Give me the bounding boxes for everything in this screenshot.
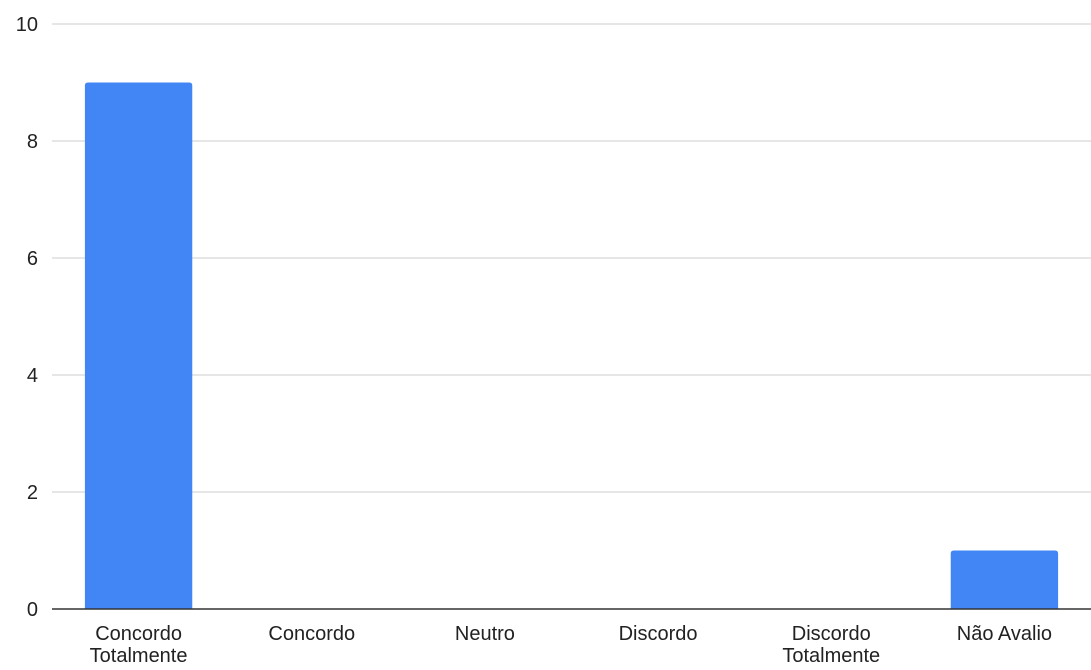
x-tick-label: Concordo Totalmente xyxy=(90,623,188,665)
x-tick-label-line: Neutro xyxy=(455,623,515,645)
x-tick-label-line: Totalmente xyxy=(90,645,188,665)
gridlines xyxy=(52,23,1091,493)
y-tick-label: 0 xyxy=(27,599,38,621)
x-tick-label: Discordo Totalmente xyxy=(782,623,880,665)
y-tick-label: 6 xyxy=(27,248,38,270)
x-tick-label-line: Concordo xyxy=(268,623,355,645)
x-tick-label: Neutro xyxy=(455,623,515,645)
y-axis-ticks: 0 2 4 6 8 10 xyxy=(16,14,38,621)
x-tick-label-line: Totalmente xyxy=(782,645,880,665)
x-tick-label-line: Discordo xyxy=(619,623,698,645)
x-tick-label: Concordo xyxy=(268,623,355,645)
y-tick-label: 4 xyxy=(27,365,38,387)
x-tick-label-line: Discordo xyxy=(792,623,871,645)
y-tick-label: 2 xyxy=(27,482,38,504)
x-tick-label: Discordo xyxy=(619,623,698,645)
bar xyxy=(84,82,193,609)
y-tick-label: 8 xyxy=(27,131,38,153)
x-tick-label-line: Não Avalio xyxy=(957,623,1052,645)
bars xyxy=(84,82,1059,609)
x-tick-label: Não Avalio xyxy=(957,623,1052,645)
bar xyxy=(950,550,1059,609)
x-tick-label-line: Concordo xyxy=(95,623,182,645)
y-tick-label: 10 xyxy=(16,14,38,36)
